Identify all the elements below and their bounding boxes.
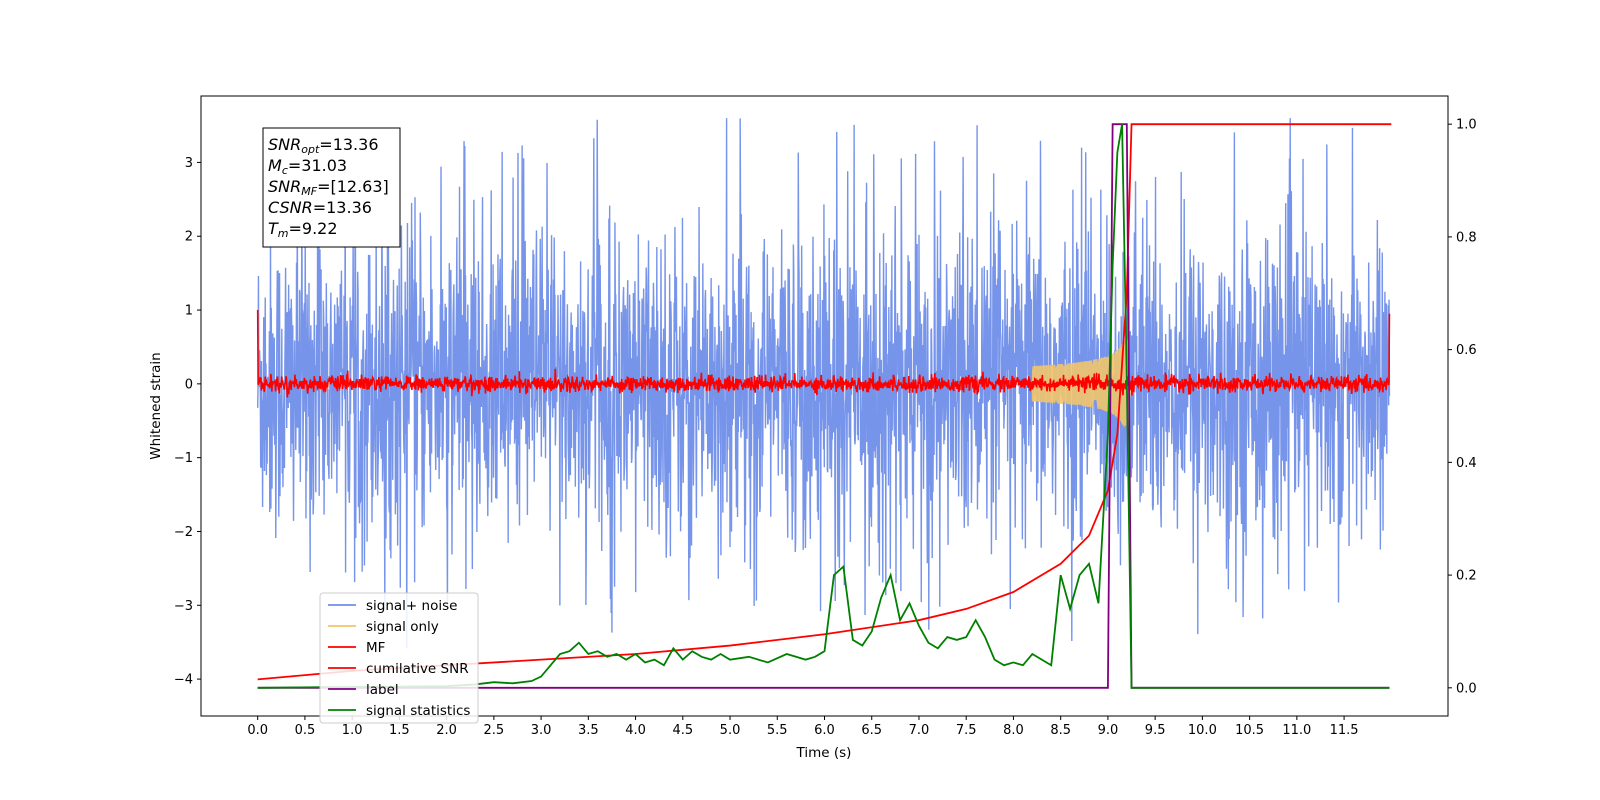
y-tick-label-right: 0.0 [1456,681,1477,696]
x-tick-label: 11.5 [1330,723,1359,738]
x-tick-label: 11.0 [1282,723,1311,738]
legend-label: signal statistics [366,703,470,719]
y-tick-label-left: −1 [174,451,193,466]
x-tick-label: 0.5 [295,723,316,738]
y-tick-label-left: −4 [174,673,193,688]
plot-series [256,118,1392,689]
legend-label: MF [366,640,385,656]
x-tick-label: 8.0 [1003,723,1024,738]
y-tick-label-left: 2 [185,230,193,245]
x-tick-label: 7.5 [956,723,977,738]
x-tick-label: 9.0 [1098,723,1119,738]
y-tick-label-left: 1 [185,304,193,319]
y-tick-label-left: −3 [174,599,193,614]
legend-label: cumilative SNR [366,661,469,677]
y-tick-label-right: 0.2 [1456,569,1477,584]
info-box: SNRopt=13.36Mc=31.03SNRMF=[12.63]CSNR=13… [262,127,401,248]
y-axis-left-ticks: 3 2 1 0 −1 −2 −3 −4 [174,156,201,688]
info-box-line: SNRopt=13.36 [268,135,379,156]
y-tick-label-left: 3 [185,156,193,171]
x-tick-label: 3.0 [531,723,552,738]
info-box-frame [262,127,401,248]
x-tick-label: 10.5 [1235,723,1264,738]
x-tick-label: 1.0 [342,723,363,738]
info-box-line: CSNR=13.36 [268,198,372,217]
info-box-line: Tm=9.22 [268,219,338,240]
series-signal-noise [256,118,1391,648]
x-tick-label: 3.5 [578,723,599,738]
x-tick-label: 7.0 [909,723,930,738]
legend: signal+ noise signal only MF cumilative SNR… [319,592,479,724]
x-axis-ticks: 0.0 0.5 1.0 1.5 2.0 2.5 3.0 3.5 4.0 4.5 5.0 5.5 6.0 6… [247,716,1359,738]
x-tick-label: 6.0 [814,723,835,738]
x-tick-label: 4.5 [672,723,693,738]
x-tick-label: 6.5 [861,723,882,738]
x-tick-label: 4.0 [625,723,646,738]
legend-label: signal only [366,619,439,635]
x-tick-label: 2.0 [436,723,457,738]
x-tick-label: 2.5 [484,723,505,738]
x-tick-label: 5.5 [767,723,788,738]
y-axis-right-ticks: 1.0 0.8 0.6 0.4 0.2 0.0 [1448,118,1477,696]
y-tick-label-left: −2 [174,525,193,540]
info-box-line: SNRMF=[12.63] [268,177,389,198]
series-mf [256,310,1391,398]
x-axis-label: Time (s) [796,745,852,761]
legend-label: signal+ noise [366,598,457,614]
legend-frame [319,592,479,724]
y-axis-label: Whitened strain [148,352,164,459]
x-tick-label: 9.5 [1145,723,1166,738]
x-tick-label: 8.5 [1050,723,1071,738]
x-tick-label: 0.0 [247,723,268,738]
y-tick-label-right: 0.4 [1456,456,1477,471]
x-tick-label: 10.0 [1188,723,1217,738]
y-tick-label-right: 1.0 [1456,118,1477,133]
x-tick-label: 1.5 [389,723,410,738]
info-box-line: Mc=31.03 [268,156,347,177]
series-signal-statistics [257,124,1390,689]
series-cumulative-snr [257,123,1392,681]
legend-label: label [366,682,399,698]
x-tick-label: 5.0 [720,723,741,738]
y-tick-label-right: 0.8 [1456,230,1477,245]
y-tick-label-right: 0.6 [1456,343,1477,358]
y-tick-label-left: 0 [185,377,193,392]
